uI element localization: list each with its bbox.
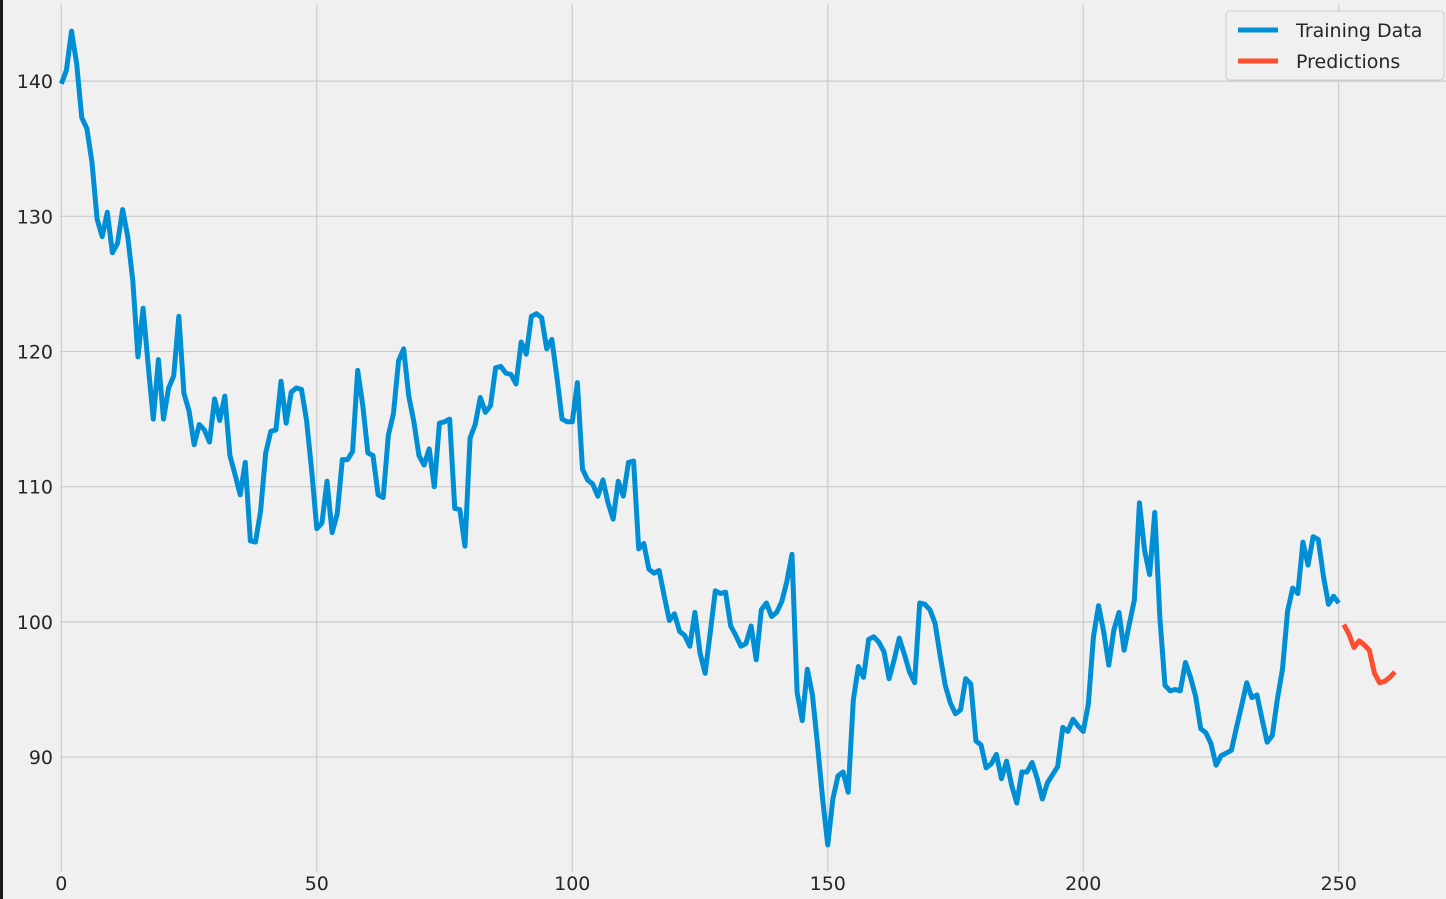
- window-left-edge: [0, 0, 3, 899]
- x-tick-label: 100: [554, 873, 590, 895]
- legend-box: [1225, 10, 1445, 81]
- x-tick-label: 50: [305, 873, 329, 895]
- y-tick-label: 130: [17, 206, 53, 228]
- y-tick-label: 110: [17, 477, 53, 499]
- series-line-training-data: [58, 28, 1341, 848]
- series-lines: [58, 28, 1397, 848]
- y-tick-label: 90: [29, 747, 53, 769]
- tick-labels: 0 50 100 150 200 250 90 100 110 120 130 140: [17, 71, 1357, 895]
- y-tick-label: 120: [17, 342, 53, 364]
- legend-label-predictions: Predictions: [1296, 51, 1400, 73]
- legend-label-training: Training Data: [1295, 20, 1422, 42]
- legend: Training Data Predictions: [1225, 10, 1445, 81]
- x-tick-label: 200: [1065, 873, 1101, 895]
- series-line-predictions: [1341, 623, 1397, 686]
- x-tick-label: 150: [810, 873, 846, 895]
- x-tick-label: 250: [1321, 873, 1357, 895]
- y-tick-label: 140: [17, 71, 53, 93]
- x-tick-label: 0: [55, 873, 67, 895]
- y-tick-label: 100: [17, 612, 53, 634]
